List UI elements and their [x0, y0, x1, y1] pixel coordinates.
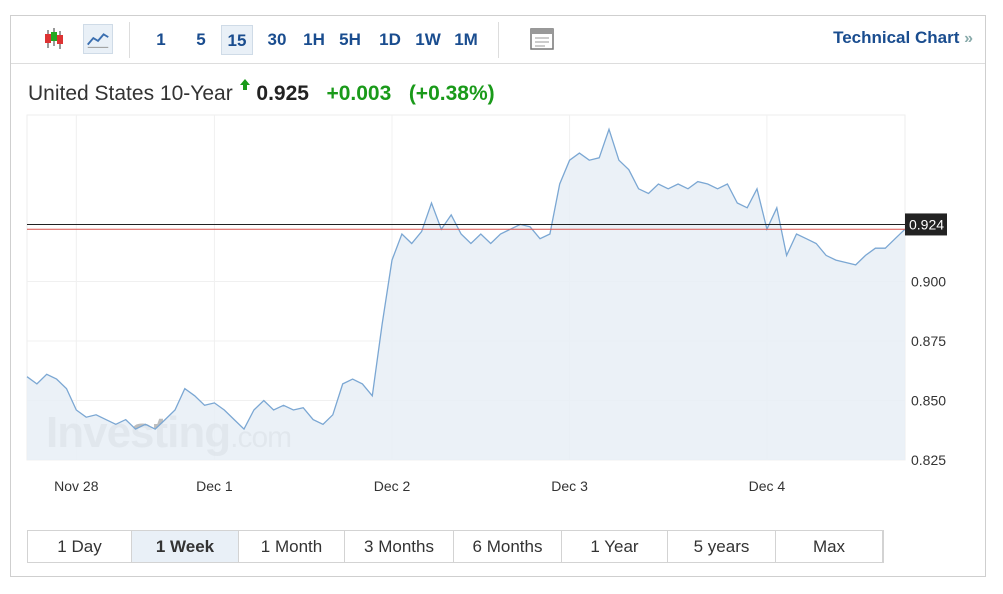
- link-arrow[interactable]: »: [964, 30, 973, 47]
- last-price-label: 0.924: [909, 216, 944, 232]
- toolbar: 1 5 15 30 1H 5H 1D 1W 1M Technical Chart »: [11, 16, 985, 64]
- x-tick-label: Dec 2: [374, 478, 411, 494]
- range-tab[interactable]: 1 Week: [132, 531, 239, 562]
- range-tab[interactable]: Max: [776, 531, 883, 562]
- y-tick-label: 0.850: [911, 393, 946, 409]
- interval-button[interactable]: 1D: [379, 30, 401, 49]
- change: +0.003: [326, 82, 392, 105]
- change-percent: (+0.38%): [408, 82, 495, 105]
- interval-button[interactable]: 1: [156, 30, 166, 49]
- technical-chart-link[interactable]: Technical Chart »: [833, 28, 973, 48]
- line-icon[interactable]: [83, 24, 113, 54]
- range-tab[interactable]: 5 years: [668, 531, 776, 562]
- x-tick-label: Dec 1: [196, 478, 233, 494]
- interval-button[interactable]: 5H: [339, 30, 361, 49]
- interval-button[interactable]: 1H: [303, 30, 325, 49]
- interval-button[interactable]: 5: [196, 30, 206, 49]
- price: 0.925: [256, 82, 309, 105]
- range-tab[interactable]: 1 Year: [562, 531, 668, 562]
- range-tabs: 1 Day 1 Week 1 Month 3 Months 6 Months 1 Year…: [27, 530, 884, 563]
- range-tab[interactable]: 1 Month: [239, 531, 345, 562]
- interval-button[interactable]: 30: [267, 30, 287, 49]
- divider: [129, 22, 130, 58]
- widget: 1 5 15 30 1H 5H 1D 1W 1M Technical Chart » Unite…: [10, 15, 986, 577]
- instrument-name: United States 10-Year: [28, 82, 233, 105]
- candle-icon[interactable]: [39, 24, 69, 54]
- y-tick-label: 0.900: [911, 274, 946, 290]
- x-tick-label: Nov 28: [54, 478, 99, 494]
- interval-button[interactable]: 15: [221, 25, 253, 55]
- last-price-box: [905, 213, 947, 236]
- line: [26, 127, 906, 431]
- divider: [498, 22, 499, 58]
- up-arrow: [239, 79, 250, 90]
- x-tick-label: Dec 3: [551, 478, 588, 494]
- quote-header: United States 10-Year 0.925 +0.003 (+0.3…: [28, 78, 495, 106]
- range-tab[interactable]: 1 Day: [28, 531, 132, 562]
- news-icon[interactable]: [527, 24, 557, 54]
- y-tick-label: 0.875: [911, 333, 946, 349]
- range-tab[interactable]: 3 Months: [345, 531, 454, 562]
- y-tick-label: 0.825: [911, 452, 946, 468]
- link-text[interactable]: Technical Chart: [833, 28, 960, 47]
- area: [27, 129, 905, 461]
- interval-button[interactable]: 1W: [415, 30, 441, 49]
- x-tick-label: Dec 4: [749, 478, 786, 494]
- interval-button[interactable]: 1M: [454, 30, 478, 49]
- range-tab[interactable]: 6 Months: [454, 531, 562, 562]
